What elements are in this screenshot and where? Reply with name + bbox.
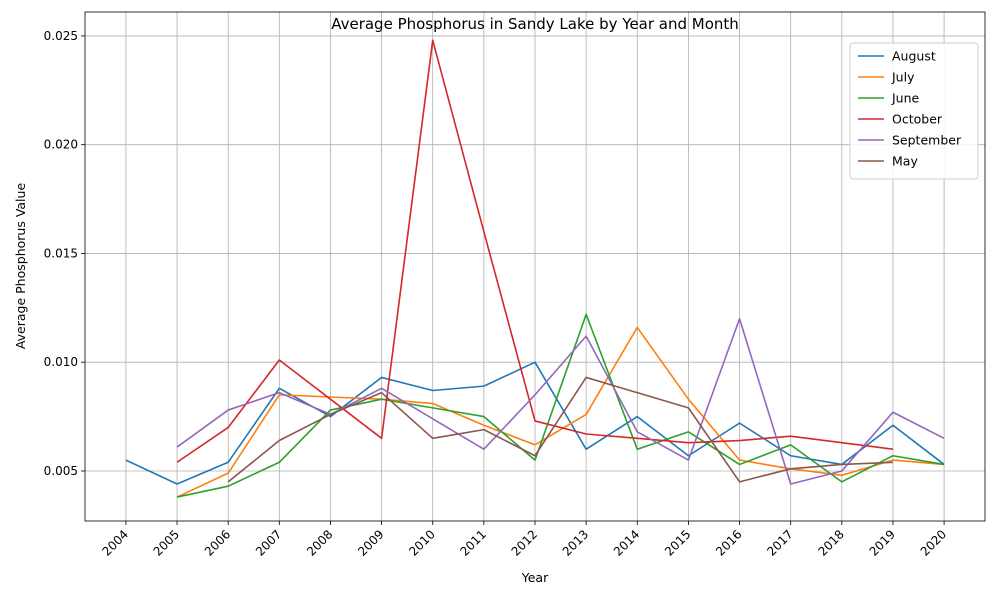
legend-entry: June [891, 91, 920, 106]
y-axis-label: Average Phosphorus Value [13, 183, 28, 350]
chart-title: Average Phosphorus in Sandy Lake by Year… [331, 15, 739, 33]
legend: August July June October September May [849, 42, 979, 180]
y-tick-label: 0.005 [44, 464, 78, 478]
y-tick-label: 0.010 [44, 355, 78, 369]
legend-entry: October [892, 112, 943, 127]
grid [85, 12, 985, 521]
series-layer [125, 39, 945, 498]
legend-entry: September [892, 133, 962, 148]
y-tick-label: 0.020 [44, 138, 78, 152]
series-line-june [176, 313, 945, 498]
x-axis-label: Year [521, 570, 549, 585]
series-line-july [176, 326, 945, 498]
series-line-august [125, 361, 945, 485]
y-tick-label: 0.015 [44, 246, 78, 260]
series-line-may [227, 376, 893, 483]
legend-entry: July [891, 70, 915, 85]
series-line-october [176, 39, 894, 463]
y-tick-label: 0.025 [44, 29, 78, 43]
y-axis: 0.005 0.010 0.015 0.020 0.025 [44, 29, 85, 478]
series-line-september [176, 317, 945, 485]
legend-entry: May [892, 154, 918, 169]
legend-entry: August [892, 49, 936, 64]
